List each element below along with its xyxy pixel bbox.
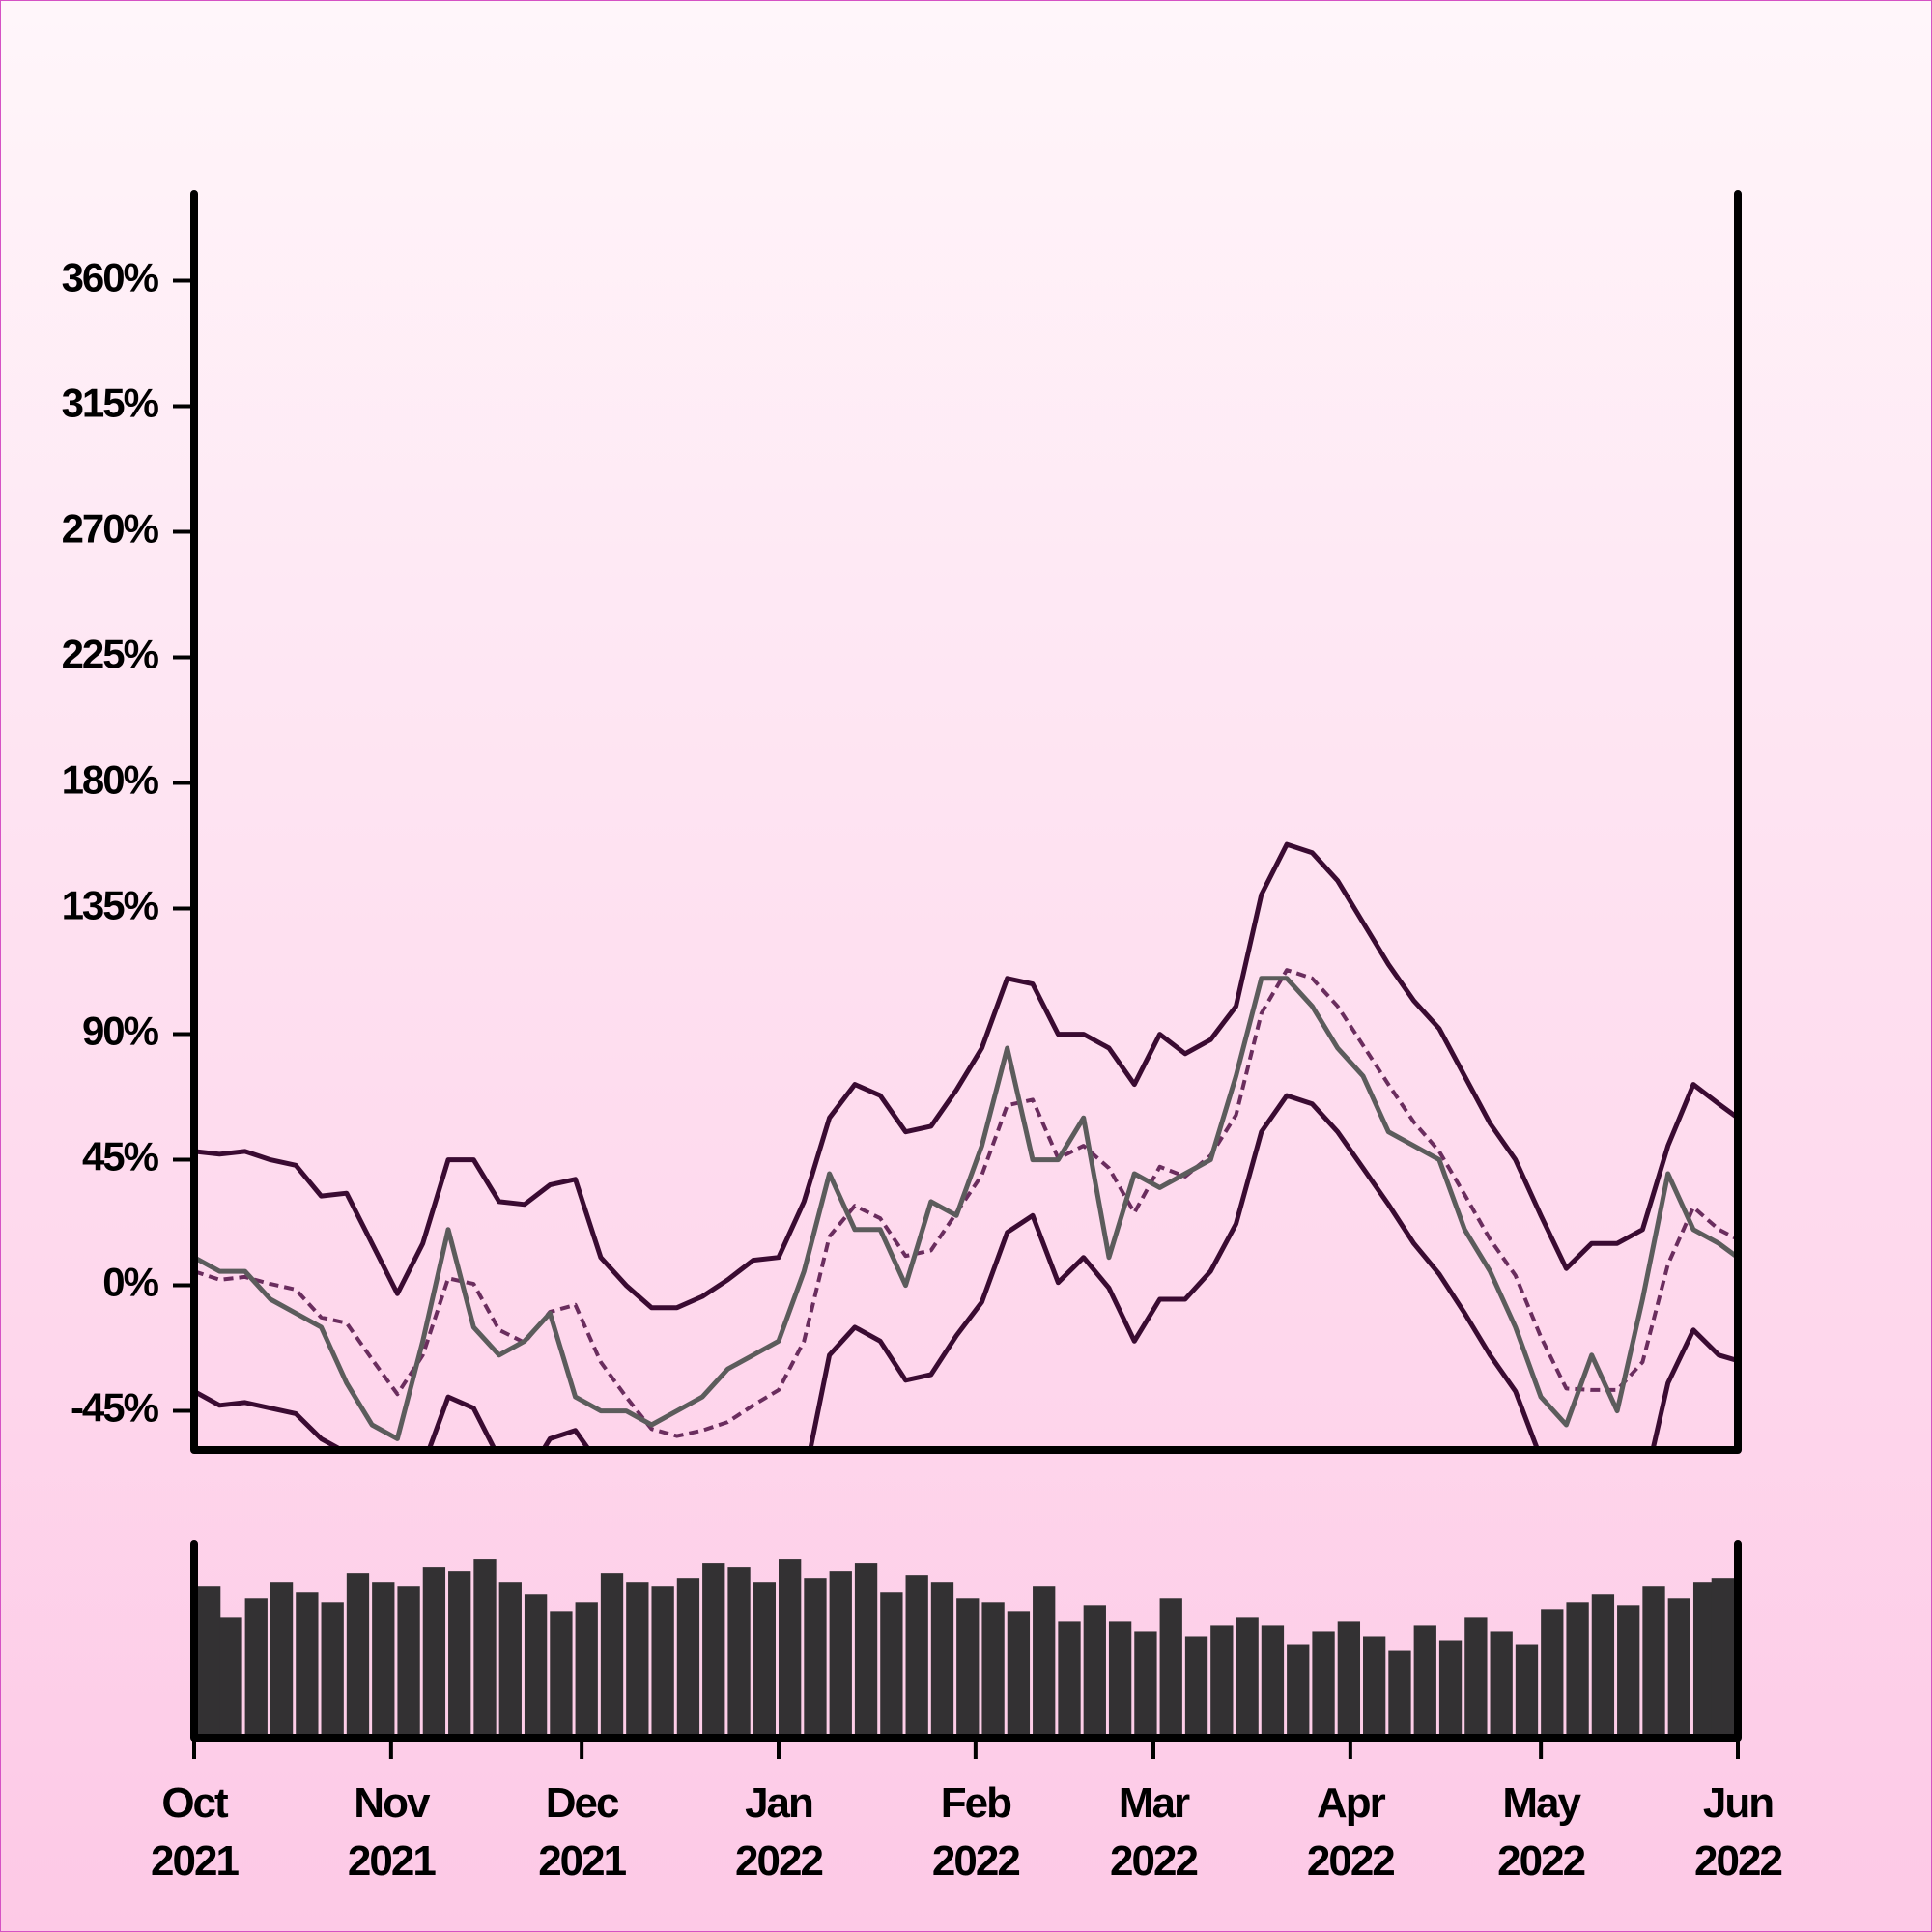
volume-bar (905, 1575, 928, 1738)
x-tick-label: Jan 2022 (735, 1779, 824, 1885)
y-tick-label: 135% (62, 883, 159, 928)
volume-bar (956, 1598, 980, 1738)
axis-frame (190, 1540, 1742, 1742)
volume-bar (1388, 1650, 1411, 1738)
volume-bar (779, 1559, 802, 1738)
volume-bar (448, 1571, 471, 1738)
y-tick-label: 45% (82, 1134, 159, 1179)
volume-bar (651, 1586, 674, 1738)
volume-bar (1413, 1625, 1436, 1738)
x-tick-label: Dec 2021 (538, 1779, 627, 1885)
volume-bar (930, 1582, 954, 1738)
volume-bar (198, 1586, 221, 1738)
y-tick-label: 180% (62, 757, 159, 803)
volume-bar (1541, 1609, 1564, 1738)
axis-frame (190, 190, 1742, 1454)
volume-bar (550, 1611, 573, 1738)
volume-bar (1692, 1582, 1717, 1738)
series-line (194, 976, 1738, 1441)
volume-bar (1210, 1625, 1234, 1738)
volume-bar (1007, 1611, 1031, 1738)
y-tick-label: 360% (62, 255, 159, 300)
volume-bar (270, 1582, 294, 1738)
volume-bar (219, 1617, 242, 1738)
volume-bar (524, 1594, 548, 1738)
volume-bar (1363, 1636, 1386, 1738)
volume-bar (473, 1559, 497, 1738)
volume-bar (422, 1567, 446, 1738)
volume-bar (1566, 1602, 1589, 1738)
x-tick-label: May 2022 (1497, 1779, 1586, 1885)
volume-bar (727, 1567, 751, 1738)
x-tick-label: Oct 2021 (151, 1779, 240, 1885)
volume-bar (1312, 1631, 1335, 1738)
volume-bar (676, 1578, 700, 1738)
series-line (194, 1093, 1738, 1450)
volume-bar (1642, 1586, 1665, 1738)
volume-bar (1667, 1598, 1690, 1738)
x-tick-label: Nov 2021 (347, 1779, 437, 1885)
volume-bar (321, 1602, 344, 1738)
volume-bar (600, 1573, 624, 1738)
volume-bar (854, 1563, 878, 1738)
volume-bar (1236, 1617, 1259, 1738)
volume-bar (1134, 1631, 1157, 1738)
volume-bar (1159, 1598, 1182, 1738)
volume-bar (1261, 1625, 1285, 1738)
x-tick-label: Apr 2022 (1306, 1779, 1396, 1885)
volume-bar (346, 1573, 370, 1738)
volume-bar (296, 1592, 319, 1738)
x-tick-label: Mar 2022 (1110, 1779, 1199, 1885)
volume-bar (1464, 1617, 1488, 1738)
volume-bar (981, 1602, 1005, 1738)
volume-bar (1033, 1586, 1056, 1738)
volume-bar (880, 1592, 903, 1738)
volume-bar (1184, 1636, 1208, 1738)
volume-bar (1108, 1621, 1132, 1738)
y-tick-label: 315% (62, 381, 159, 426)
volume-bar (804, 1578, 827, 1738)
x-tick-label: Jun 2022 (1694, 1779, 1783, 1885)
y-tick-label: 270% (62, 506, 159, 552)
volume-bar (702, 1563, 725, 1738)
x-tick-label: Feb 2022 (931, 1779, 1021, 1885)
y-tick-label: 90% (82, 1009, 159, 1054)
y-tick-label: 225% (62, 632, 159, 677)
y-tick-label: -45% (71, 1385, 159, 1431)
volume-bar (498, 1582, 522, 1738)
volume-bar (1287, 1644, 1310, 1738)
volume-bar (753, 1582, 777, 1738)
volume-bar (1438, 1640, 1463, 1738)
volume-bar (1617, 1605, 1640, 1738)
volume-bar (575, 1602, 598, 1738)
volume-bar (1490, 1631, 1513, 1738)
volume-bar (1337, 1621, 1361, 1738)
series-line (194, 968, 1738, 1438)
volume-bar (244, 1598, 268, 1738)
volume-bar (1711, 1578, 1734, 1738)
volume-bar (1591, 1594, 1615, 1738)
volume-bar (829, 1571, 852, 1738)
volume-bar (1058, 1621, 1081, 1738)
volume-bar (372, 1582, 395, 1738)
volume-bar (626, 1582, 649, 1738)
volume-bar (1083, 1605, 1106, 1738)
y-tick-label: 0% (102, 1260, 158, 1305)
volume-bar (1515, 1644, 1539, 1738)
series-line (194, 841, 1738, 1311)
volume-bar (397, 1586, 420, 1738)
